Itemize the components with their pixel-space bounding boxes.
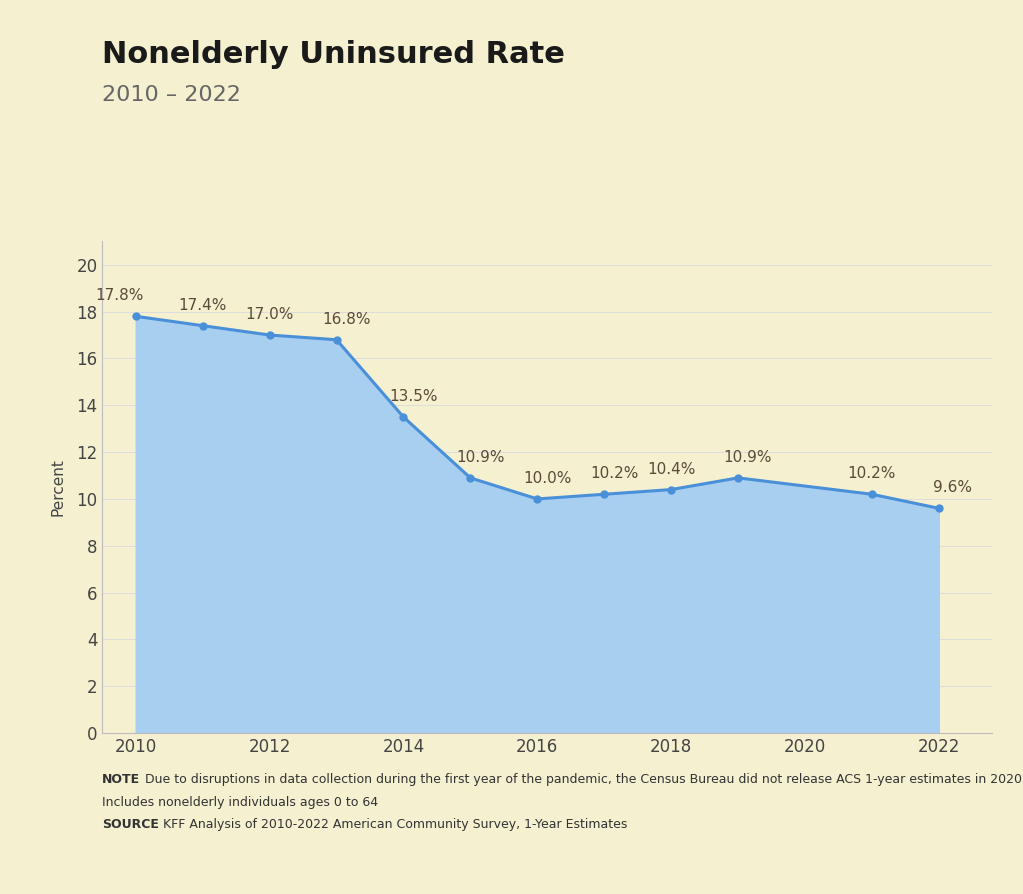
Text: Due to disruptions in data collection during the first year of the pandemic, the: Due to disruptions in data collection du… xyxy=(141,773,1023,787)
Text: 10.2%: 10.2% xyxy=(590,467,638,481)
Text: 17.8%: 17.8% xyxy=(95,289,143,303)
Text: 10.9%: 10.9% xyxy=(456,450,504,465)
Text: 16.8%: 16.8% xyxy=(322,312,370,327)
Text: 17.4%: 17.4% xyxy=(178,298,227,313)
Text: 2010 – 2022: 2010 – 2022 xyxy=(102,85,241,105)
Text: Nonelderly Uninsured Rate: Nonelderly Uninsured Rate xyxy=(102,40,565,69)
Text: Includes nonelderly individuals ages 0 to 64: Includes nonelderly individuals ages 0 t… xyxy=(102,796,379,809)
Text: SOURCE: SOURCE xyxy=(102,818,160,831)
Text: 10.2%: 10.2% xyxy=(848,467,896,481)
Text: NOTE: NOTE xyxy=(102,773,140,787)
Text: 9.6%: 9.6% xyxy=(933,480,972,495)
Text: 10.9%: 10.9% xyxy=(724,450,772,465)
Text: 17.0%: 17.0% xyxy=(246,308,294,322)
Y-axis label: Percent: Percent xyxy=(50,459,65,516)
Text: KFF Analysis of 2010-2022 American Community Survey, 1-Year Estimates: KFF Analysis of 2010-2022 American Commu… xyxy=(159,818,627,831)
Text: 10.0%: 10.0% xyxy=(523,471,572,486)
Text: 10.4%: 10.4% xyxy=(647,461,696,477)
Text: 13.5%: 13.5% xyxy=(389,389,438,404)
